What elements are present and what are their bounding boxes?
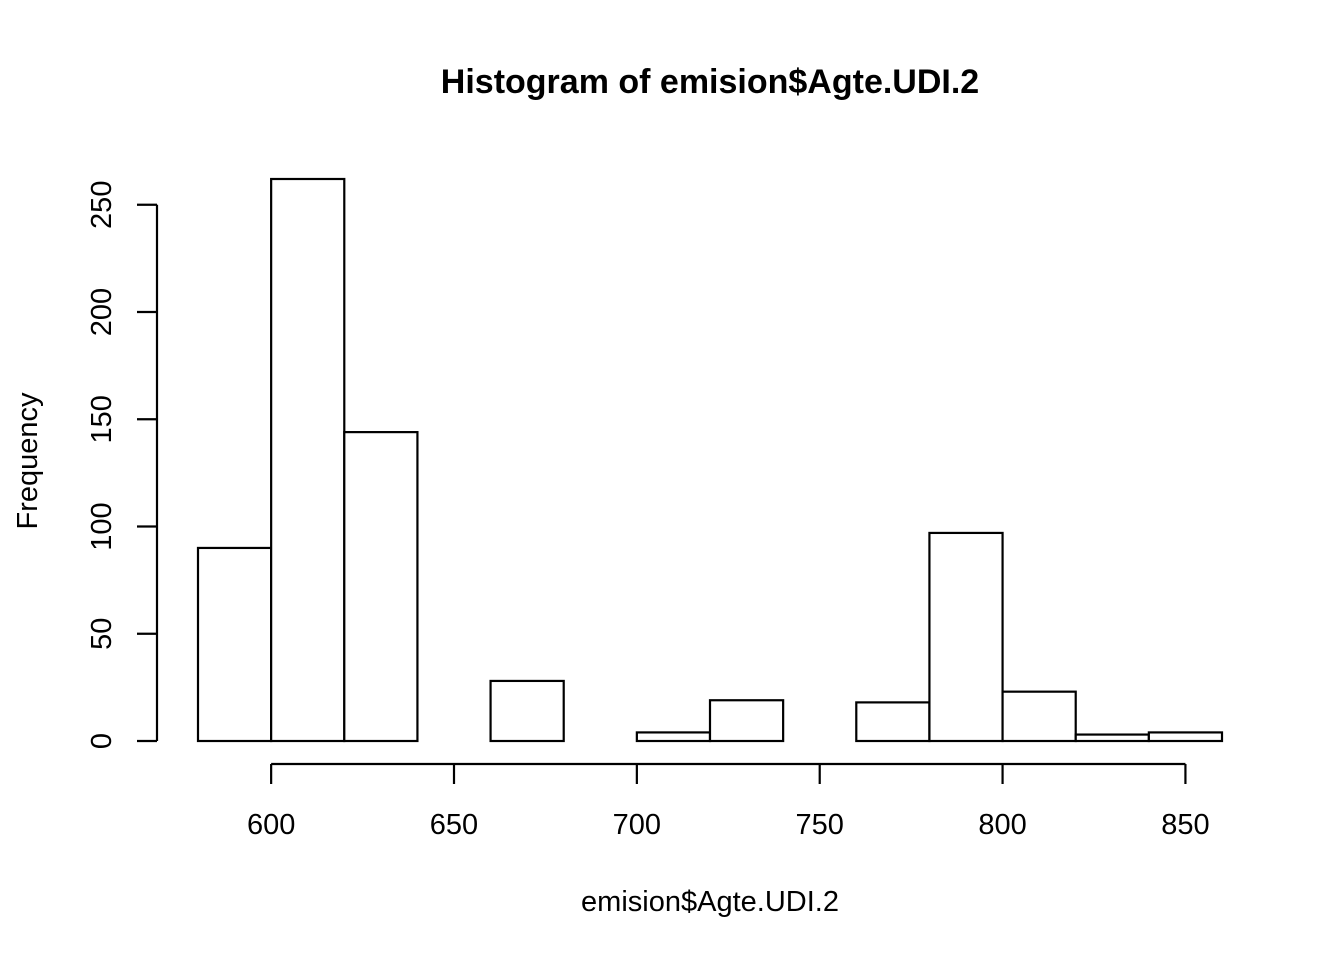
y-tick-label-200: 200 (86, 288, 118, 336)
y-axis: 0 50 100 150 200 250 (86, 181, 159, 749)
x-tick-label-850: 850 (1161, 809, 1209, 841)
y-tick-label-100: 100 (86, 502, 118, 550)
histogram-bars (196, 177, 1224, 743)
y-tick-label-50: 50 (86, 618, 118, 650)
y-tick-label-250: 250 (86, 181, 118, 229)
y-tick-label-150: 150 (86, 395, 118, 443)
histogram-bar-10 (928, 531, 1004, 743)
histogram-bar-6 (635, 731, 712, 743)
x-tick-label-800: 800 (978, 809, 1026, 841)
histogram-bar-0 (196, 546, 273, 743)
x-axis: 600 650 700 750 800 850 (247, 762, 1210, 841)
chart-title: Histogram of emision$Agte.UDI.2 (441, 63, 979, 101)
histogram-bar-11 (1001, 690, 1077, 743)
x-tick-label-650: 650 (430, 809, 478, 841)
y-tick-label-0: 0 (86, 733, 118, 749)
x-axis-label: emision$Agte.UDI.2 (581, 886, 839, 918)
histogram-bar-13 (1147, 731, 1224, 743)
y-axis-label: Frequency (12, 392, 44, 530)
histogram-bar-12 (1074, 733, 1150, 743)
x-tick-label-600: 600 (247, 809, 295, 841)
histogram-bar-1 (270, 177, 346, 743)
histogram-bar-2 (343, 431, 419, 743)
histogram-bar-4 (489, 679, 565, 743)
x-tick-label-750: 750 (796, 809, 844, 841)
histogram-bar-7 (708, 699, 785, 743)
histogram-bar-9 (855, 701, 931, 743)
x-tick-label-700: 700 (613, 809, 661, 841)
